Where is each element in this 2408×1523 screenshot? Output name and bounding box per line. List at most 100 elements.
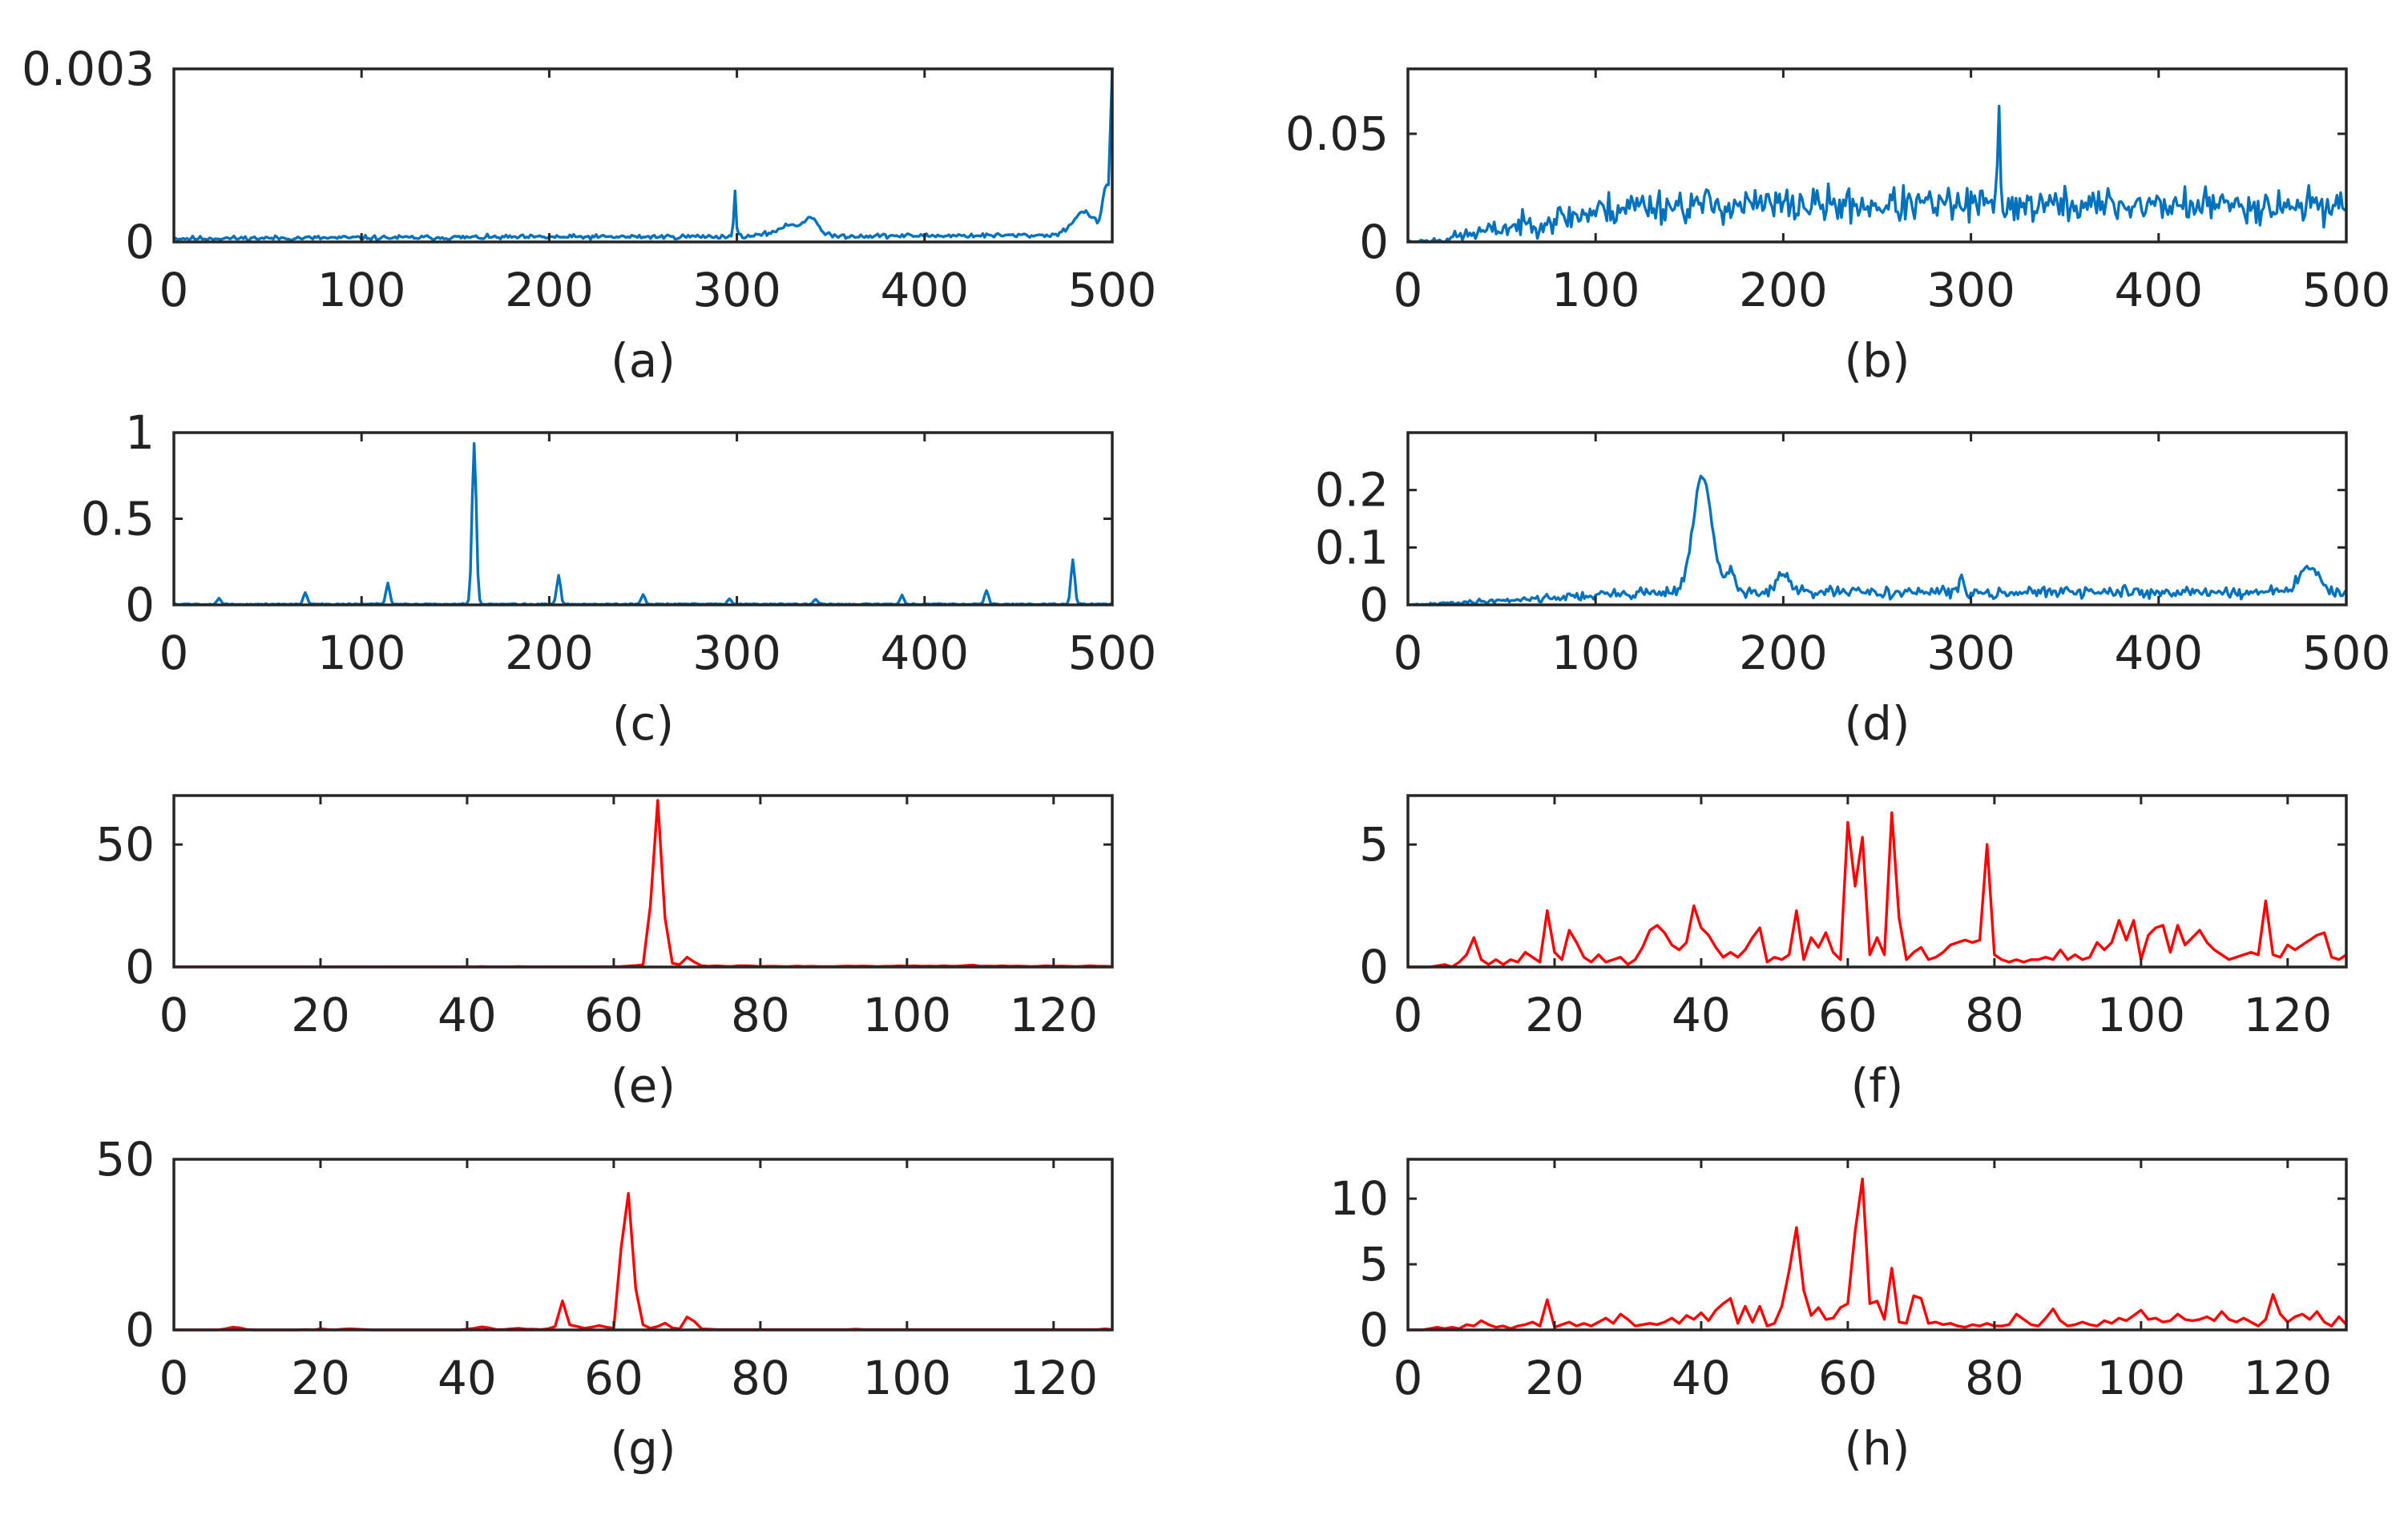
- x-tick-label: 100: [2096, 1351, 2185, 1405]
- chart-panel-e: 0 20 40 60 80 100 120 0 50 (e): [95, 794, 1114, 1113]
- y-tick-label: 0.2: [1315, 463, 1389, 518]
- x-tick-label: 500: [1068, 263, 1157, 317]
- x-tick-label: 60: [584, 1351, 643, 1405]
- x-tick-label: 0: [1394, 1351, 1423, 1405]
- panel-caption-a: (a): [611, 333, 676, 388]
- y-tick-label: 0: [125, 215, 155, 269]
- x-tick-label: 100: [862, 1351, 951, 1405]
- axes-frame-f: [1406, 794, 2348, 969]
- axes-frame-e: [172, 794, 1114, 969]
- series-line-a: [172, 68, 1114, 243]
- y-tick-label: 0.003: [22, 42, 155, 96]
- y-tick-label: 0.5: [81, 492, 155, 546]
- series-line-h: [1408, 1177, 2348, 1332]
- x-tick-label: 60: [584, 988, 643, 1042]
- panel-caption-d: (d): [1844, 696, 1910, 751]
- series-line-f: [1408, 811, 2347, 969]
- x-tick-label: 0: [159, 263, 189, 317]
- x-tick-label: 400: [880, 263, 969, 317]
- chart-panel-g: 0 20 40 60 80 100 120 0 50 (g): [95, 1132, 1114, 1476]
- x-tick-label: 100: [1551, 263, 1640, 317]
- panel-caption-g: (g): [610, 1421, 676, 1476]
- x-tick-label: 100: [2096, 988, 2185, 1042]
- x-tick-label: 80: [731, 1351, 790, 1405]
- y-tick-label: 5: [1359, 1237, 1389, 1291]
- x-tick-label: 300: [1926, 263, 2015, 317]
- x-tick-label: 0: [1394, 263, 1423, 317]
- x-tick-label: 120: [2243, 1351, 2332, 1405]
- axes-frame-h: [1406, 1158, 2348, 1332]
- axes-frame-g: [172, 1158, 1114, 1332]
- x-tick-label: 300: [1926, 626, 2015, 680]
- x-tick-label: 100: [1551, 626, 1640, 680]
- y-tick-label: 0: [1359, 215, 1389, 269]
- x-tick-label: 80: [1965, 1351, 2024, 1405]
- y-tick-label: 0.05: [1285, 107, 1389, 161]
- x-tick-label: 500: [1068, 626, 1157, 680]
- panel-caption-e: (e): [611, 1058, 676, 1113]
- x-tick-label: 400: [2114, 263, 2203, 317]
- x-tick-label: 40: [1672, 1351, 1731, 1405]
- x-tick-label: 0: [1394, 988, 1423, 1042]
- y-tick-label: 50: [95, 1132, 155, 1187]
- x-tick-label: 300: [692, 626, 781, 680]
- series-line-b: [1407, 104, 2347, 244]
- y-tick-label: 0: [125, 1303, 155, 1357]
- series-line-d: [1407, 474, 2348, 606]
- x-tick-label: 20: [291, 1351, 350, 1405]
- x-tick-label: 80: [731, 988, 790, 1042]
- x-tick-label: 20: [1525, 988, 1584, 1042]
- x-tick-label: 0: [1394, 626, 1423, 680]
- y-tick-label: 0.1: [1315, 520, 1389, 574]
- x-tick-label: 200: [505, 626, 594, 680]
- x-tick-label: 40: [1672, 988, 1731, 1042]
- x-tick-label: 100: [317, 626, 406, 680]
- chart-panel-f: 0 20 40 60 80 100 120 0 5 (f): [1359, 794, 2348, 1113]
- x-tick-label: 200: [1739, 626, 1828, 680]
- x-tick-label: 200: [1739, 263, 1828, 317]
- chart-panel-d: 0 100 200 300 400 500 00.10.2 (d): [1315, 431, 2391, 751]
- y-tick-label: 0: [1359, 578, 1389, 632]
- x-tick-label: 120: [2243, 988, 2332, 1042]
- x-tick-label: 300: [692, 263, 781, 317]
- y-tick-label: 0: [1359, 1303, 1389, 1357]
- x-tick-label: 60: [1818, 1351, 1878, 1405]
- x-tick-label: 40: [438, 1351, 497, 1405]
- x-tick-label: 400: [880, 626, 969, 680]
- x-tick-label: 120: [1009, 988, 1098, 1042]
- x-tick-label: 400: [2114, 626, 2203, 680]
- y-tick-label: 0: [125, 940, 155, 994]
- y-tick-label: 50: [95, 817, 155, 872]
- y-tick-label: 0: [1359, 940, 1389, 994]
- x-tick-label: 120: [1009, 1351, 1098, 1405]
- x-tick-label: 80: [1965, 988, 2024, 1042]
- panel-caption-f: (f): [1851, 1058, 1904, 1113]
- x-tick-label: 0: [159, 626, 189, 680]
- x-tick-label: 500: [2302, 626, 2391, 680]
- y-tick-label: 0: [125, 578, 155, 632]
- x-tick-label: 200: [505, 263, 594, 317]
- y-tick-label: 10: [1329, 1171, 1389, 1226]
- x-tick-label: 0: [159, 988, 189, 1042]
- chart-panel-h: 0 20 40 60 80 100 120 0 5 10 (h): [1329, 1158, 2348, 1476]
- panel-caption-c: (c): [612, 696, 674, 751]
- x-tick-label: 100: [317, 263, 406, 317]
- x-tick-label: 20: [1525, 1351, 1584, 1405]
- x-tick-label: 60: [1818, 988, 1878, 1042]
- y-tick-label: 5: [1359, 817, 1389, 872]
- x-tick-label: 100: [862, 988, 951, 1042]
- chart-panel-b: 0 100 200 300 400 500 0 0.05 (b): [1285, 67, 2391, 388]
- chart-panel-c: 0 100 200 300 400 500 0 0.5 1 (c): [81, 405, 1157, 751]
- panel-caption-b: (b): [1844, 333, 1910, 388]
- y-tick-label: 1: [125, 405, 155, 460]
- x-tick-label: 20: [291, 988, 350, 1042]
- axes-frame-d: [1406, 431, 2348, 606]
- x-tick-label: 0: [159, 1351, 189, 1405]
- axes-frame-a: [172, 67, 1114, 244]
- x-tick-label: 40: [438, 988, 497, 1042]
- x-tick-label: 500: [2302, 263, 2391, 317]
- axes-frame-b: [1406, 67, 2348, 244]
- chart-panel-a: 0 100 200 300 400 500 0 0.003 (a): [22, 42, 1156, 388]
- panel-caption-h: (h): [1844, 1421, 1910, 1476]
